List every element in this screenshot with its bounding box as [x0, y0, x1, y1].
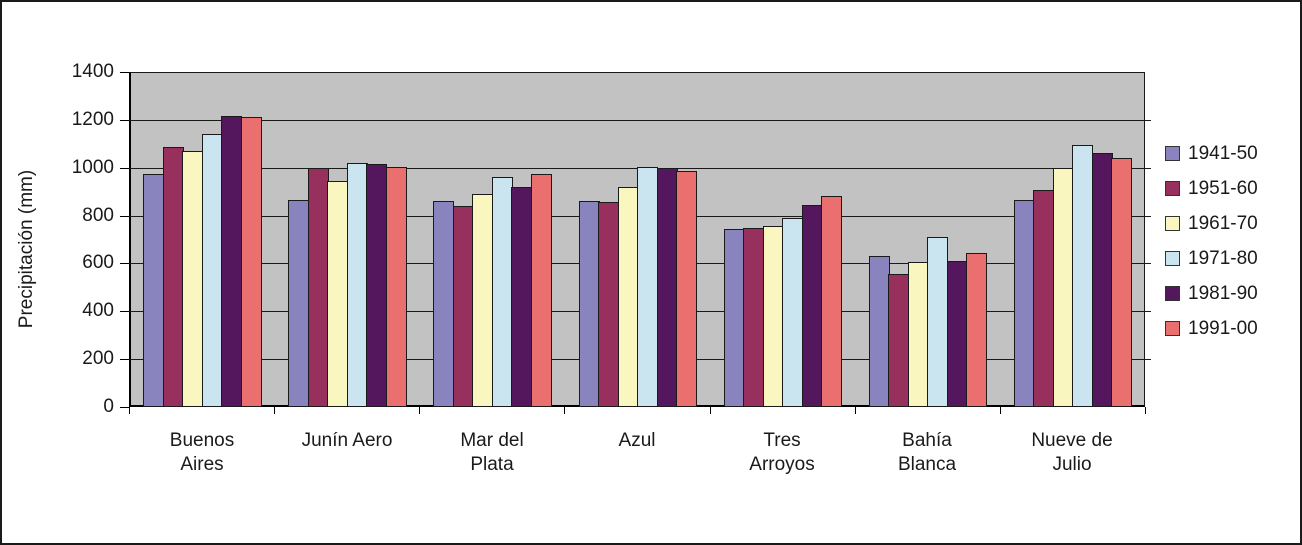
bar-1951-60-tres-arroyos — [743, 228, 764, 407]
legend-label: 1941-50 — [1188, 143, 1258, 164]
bar-1961-70-buenos-aires — [182, 151, 203, 407]
legend-label: 1971-80 — [1188, 248, 1258, 269]
bar-1991-00-mar-del-plata — [531, 174, 552, 407]
x-axis-category-label: Tres Arroyos — [749, 430, 815, 475]
bar-1941-50-tres-arroyos — [724, 229, 745, 407]
bar-1981-90-nueve-de-julio — [1092, 153, 1113, 407]
legend: 1941-50 1951-60 1961-70 1971-80 1981-90 1991-… — [1165, 143, 1258, 353]
bar-1951-60-bahía-blanca — [888, 274, 909, 407]
legend-item-1971-80: 1971-80 — [1165, 248, 1258, 269]
bar-1961-70-mar-del-plata — [472, 194, 493, 407]
bar-1981-90-mar-del-plata — [511, 187, 532, 407]
bar-1981-90-bahía-blanca — [947, 261, 968, 407]
bar-1961-70-junín-aero — [327, 181, 348, 407]
gridline — [129, 120, 1151, 121]
legend-item-1951-60: 1951-60 — [1165, 178, 1258, 199]
legend-swatch-icon — [1165, 251, 1180, 266]
bar-1961-70-bahía-blanca — [908, 262, 929, 407]
x-axis-category-label: Buenos Aires — [169, 430, 235, 475]
legend-label: 1991-00 — [1188, 318, 1258, 339]
bar-1991-00-nueve-de-julio — [1111, 158, 1132, 407]
bar-1941-50-buenos-aires — [143, 174, 164, 407]
y-axis-tick-label: 1000 — [71, 157, 114, 178]
bar-1951-60-junín-aero — [308, 168, 329, 407]
legend-label: 1961-70 — [1188, 213, 1258, 234]
x-axis-category-label: Azul — [618, 430, 656, 451]
y-axis-tick — [120, 72, 129, 73]
bar-1951-60-mar-del-plata — [453, 206, 474, 407]
bar-1991-00-tres-arroyos — [821, 196, 842, 407]
bar-1941-50-bahía-blanca — [869, 256, 890, 407]
bar-1981-90-tres-arroyos — [802, 205, 823, 407]
legend-swatch-icon — [1165, 286, 1180, 301]
legend-label: 1981-90 — [1188, 283, 1258, 304]
bar-1971-80-bahía-blanca — [927, 237, 948, 407]
bar-1981-90-azul — [657, 168, 678, 407]
y-axis-tick-label: 1200 — [71, 109, 114, 130]
bar-1991-00-buenos-aires — [241, 117, 262, 407]
y-axis-tick — [120, 311, 129, 312]
x-axis-tick — [1000, 407, 1001, 414]
bar-1981-90-buenos-aires — [221, 116, 242, 407]
bar-1971-80-azul — [637, 167, 658, 407]
y-axis-tick-label: 600 — [82, 252, 114, 273]
y-axis-tick-label: 1400 — [71, 61, 114, 82]
bar-1991-00-azul — [676, 171, 697, 407]
x-axis-category-label: Mar del Plata — [460, 430, 524, 475]
y-axis-tick — [120, 407, 129, 408]
x-axis-tick — [1145, 407, 1146, 414]
bar-1961-70-nueve-de-julio — [1053, 168, 1074, 407]
x-axis-category-label: Bahía Blanca — [897, 430, 957, 475]
legend-label: 1951-60 — [1188, 178, 1258, 199]
bar-1971-80-tres-arroyos — [782, 218, 803, 407]
legend-item-1991-00: 1991-00 — [1165, 318, 1258, 339]
x-axis-category-label: Nueve de Julio — [1031, 430, 1113, 475]
legend-swatch-icon — [1165, 216, 1180, 231]
bar-1971-80-junín-aero — [347, 163, 368, 407]
legend-item-1981-90: 1981-90 — [1165, 283, 1258, 304]
bar-1951-60-azul — [598, 202, 619, 407]
x-axis-tick — [855, 407, 856, 414]
x-axis-tick — [419, 407, 420, 414]
bar-1961-70-tres-arroyos — [763, 226, 784, 407]
bar-1941-50-junín-aero — [288, 200, 309, 407]
x-axis-tick — [710, 407, 711, 414]
y-axis-tick-label: 800 — [82, 205, 114, 226]
bar-1941-50-mar-del-plata — [433, 201, 454, 407]
legend-item-1941-50: 1941-50 — [1165, 143, 1258, 164]
y-axis-tick — [120, 168, 129, 169]
legend-swatch-icon — [1165, 321, 1180, 336]
bar-1941-50-nueve-de-julio — [1014, 200, 1035, 407]
y-axis-tick — [120, 120, 129, 121]
legend-swatch-icon — [1165, 181, 1180, 196]
x-axis-tick — [564, 407, 565, 414]
bar-1941-50-azul — [579, 201, 600, 407]
y-axis-tick-label: 0 — [103, 396, 114, 417]
x-axis-category-label: Junín Aero — [301, 430, 393, 451]
legend-item-1961-70: 1961-70 — [1165, 213, 1258, 234]
bar-1951-60-buenos-aires — [163, 147, 184, 407]
y-axis-tick — [120, 359, 129, 360]
bar-1961-70-azul — [618, 187, 639, 407]
y-axis-tick-label: 200 — [82, 348, 114, 369]
x-axis-tick — [129, 407, 130, 414]
bar-1971-80-mar-del-plata — [492, 177, 513, 407]
bar-1991-00-bahía-blanca — [966, 253, 987, 407]
bar-1971-80-buenos-aires — [202, 134, 223, 407]
y-axis-tick-label: 400 — [82, 300, 114, 321]
bar-1991-00-junín-aero — [386, 167, 407, 407]
legend-swatch-icon — [1165, 146, 1180, 161]
bar-1971-80-nueve-de-julio — [1072, 145, 1093, 407]
x-axis-tick — [274, 407, 275, 414]
y-axis-tick — [120, 216, 129, 217]
bar-1981-90-junín-aero — [366, 164, 387, 407]
y-axis-tick — [120, 263, 129, 264]
bar-1951-60-nueve-de-julio — [1033, 190, 1054, 407]
